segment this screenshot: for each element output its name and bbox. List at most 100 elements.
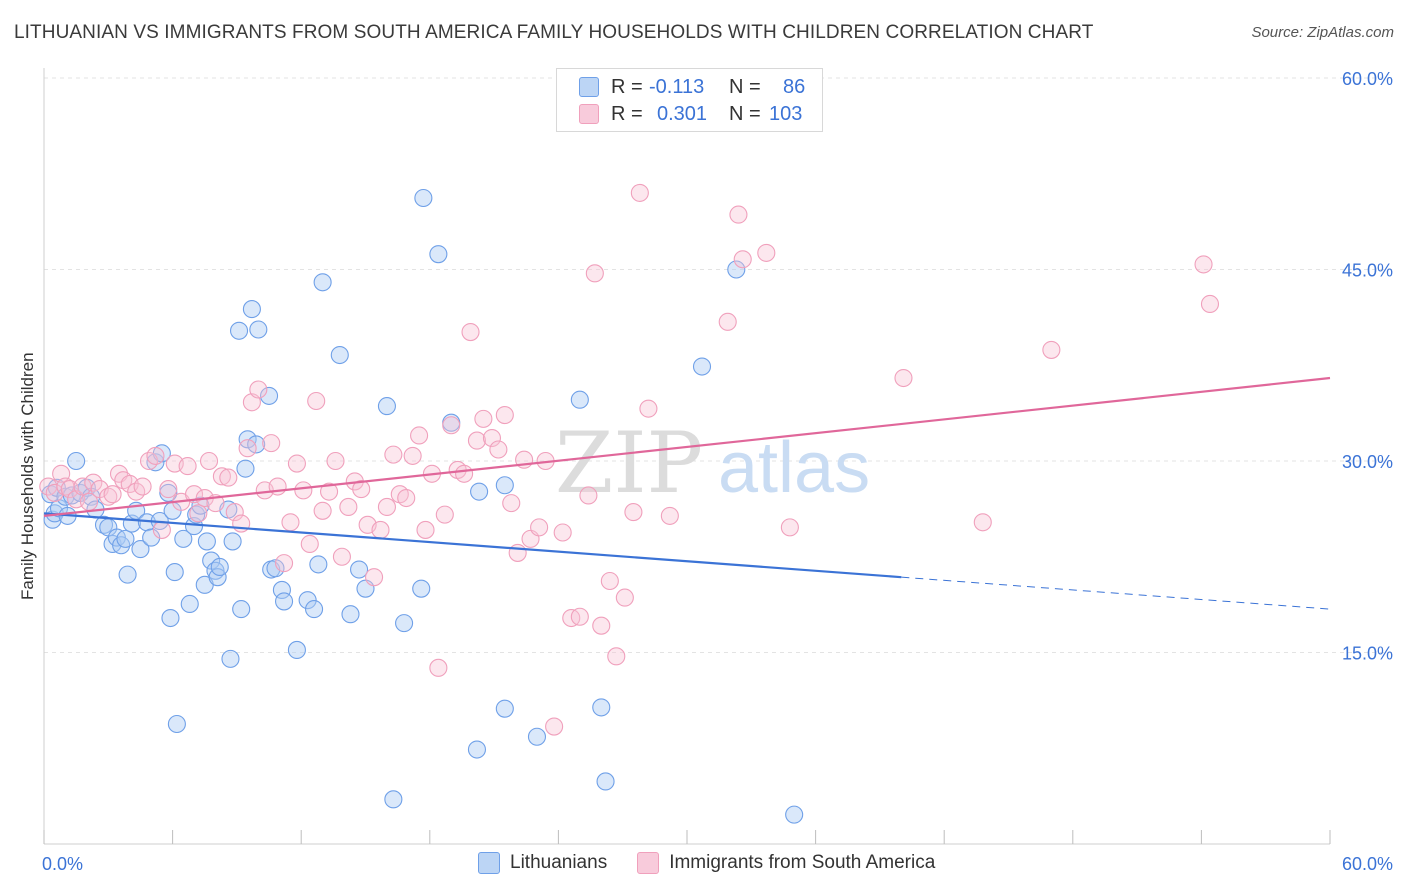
trend-line-lithuanians bbox=[43, 512, 902, 579]
point-lithuanians bbox=[275, 592, 294, 611]
point-immigrants bbox=[455, 464, 474, 483]
point-immigrants bbox=[894, 368, 913, 388]
point-lithuanians bbox=[146, 453, 165, 472]
point-immigrants bbox=[307, 391, 326, 411]
point-immigrants bbox=[1200, 294, 1220, 314]
point-lithuanians bbox=[592, 698, 611, 717]
point-lithuanians bbox=[247, 435, 266, 454]
y-tick-label: 60.0% bbox=[1342, 69, 1393, 89]
point-lithuanians bbox=[470, 482, 489, 501]
point-immigrants bbox=[159, 480, 178, 499]
point-lithuanians bbox=[180, 594, 199, 614]
point-immigrants bbox=[294, 481, 313, 500]
point-lithuanians bbox=[249, 320, 268, 339]
watermark-zip: ZIP bbox=[555, 414, 703, 512]
legend-item-lithuanians[interactable]: Lithuanians bbox=[478, 852, 607, 874]
point-immigrants bbox=[320, 482, 339, 501]
point-lithuanians bbox=[313, 273, 332, 292]
gridlines bbox=[44, 77, 1395, 653]
point-immigrants bbox=[508, 543, 527, 562]
point-lithuanians bbox=[221, 649, 240, 668]
point-immigrants bbox=[225, 503, 244, 522]
point-immigrants bbox=[729, 205, 748, 224]
point-lithuanians bbox=[266, 559, 285, 578]
legend-swatch-pink bbox=[637, 852, 660, 874]
point-lithuanians bbox=[692, 357, 712, 376]
point-lithuanians bbox=[210, 557, 229, 577]
point-lithuanians bbox=[229, 321, 249, 340]
point-lithuanians bbox=[305, 600, 324, 619]
point-immigrants bbox=[780, 518, 799, 537]
point-lithuanians bbox=[330, 345, 349, 365]
point-immigrants bbox=[570, 607, 589, 626]
point-immigrants bbox=[326, 451, 345, 471]
point-immigrants bbox=[384, 445, 403, 464]
legend-item-immigrants[interactable]: Immigrants from South America bbox=[637, 852, 935, 874]
point-immigrants bbox=[133, 477, 152, 496]
point-lithuanians bbox=[242, 300, 261, 319]
point-immigrants bbox=[585, 264, 604, 283]
point-immigrants bbox=[287, 454, 306, 473]
point-immigrants bbox=[45, 483, 64, 502]
point-lithuanians bbox=[495, 699, 514, 718]
point-immigrants bbox=[429, 658, 448, 677]
stats-n-value: 103 bbox=[769, 102, 803, 125]
point-lithuanians bbox=[727, 260, 746, 279]
point-immigrants bbox=[502, 494, 521, 513]
point-immigrants bbox=[973, 513, 992, 532]
point-immigrants bbox=[757, 243, 776, 262]
point-immigrants bbox=[639, 399, 658, 418]
watermark: ZIP atlas bbox=[555, 414, 870, 512]
point-immigrants bbox=[600, 571, 619, 591]
point-immigrants bbox=[300, 534, 319, 554]
point-lithuanians bbox=[350, 560, 369, 579]
point-lithuanians bbox=[414, 188, 433, 208]
point-immigrants bbox=[249, 380, 268, 399]
x-tick-label: 60.0% bbox=[1342, 854, 1393, 874]
point-immigrants bbox=[442, 416, 461, 435]
tick-labels: 15.0% 30.0% 45.0% 60.0% 0.0% 60.0% bbox=[42, 69, 1393, 874]
stats-swatch-pink bbox=[579, 104, 599, 124]
point-lithuanians bbox=[429, 245, 448, 264]
point-immigrants bbox=[397, 488, 416, 508]
point-lithuanians bbox=[236, 459, 255, 478]
point-lithuanians bbox=[298, 591, 317, 610]
point-immigrants bbox=[1194, 255, 1213, 274]
stats-r-value: 0.301 bbox=[657, 102, 708, 125]
y-tick-label: 15.0% bbox=[1342, 644, 1393, 664]
point-immigrants bbox=[377, 497, 396, 517]
point-immigrants bbox=[275, 554, 294, 573]
point-lithuanians bbox=[272, 580, 291, 599]
point-immigrants bbox=[152, 520, 171, 539]
point-immigrants bbox=[474, 409, 493, 428]
point-immigrants bbox=[410, 426, 429, 445]
watermark-atlas: atlas bbox=[718, 428, 870, 508]
point-immigrants bbox=[718, 312, 737, 331]
point-lithuanians bbox=[232, 600, 251, 619]
point-immigrants bbox=[339, 497, 358, 517]
point-lithuanians bbox=[67, 451, 86, 471]
point-lithuanians bbox=[596, 772, 615, 791]
point-immigrants bbox=[461, 323, 480, 342]
point-immigrants bbox=[189, 504, 208, 523]
legend-swatch-blue bbox=[478, 852, 500, 874]
point-lithuanians bbox=[785, 805, 804, 824]
point-immigrants bbox=[630, 183, 649, 202]
point-immigrants bbox=[238, 439, 257, 458]
stats-swatch-blue bbox=[579, 77, 599, 97]
point-immigrants bbox=[733, 250, 752, 269]
stats-r-label: R = bbox=[611, 102, 643, 125]
point-immigrants bbox=[467, 431, 487, 450]
y-axis-label: Family Households with Children bbox=[18, 352, 37, 600]
point-lithuanians bbox=[384, 790, 403, 809]
point-lithuanians bbox=[412, 579, 431, 598]
point-lithuanians bbox=[341, 605, 360, 624]
point-lithuanians bbox=[395, 614, 414, 633]
point-immigrants bbox=[212, 467, 231, 486]
point-immigrants bbox=[146, 446, 165, 465]
point-immigrants bbox=[579, 486, 598, 505]
trend-line-lithuanians-dashed bbox=[901, 576, 1331, 610]
stats-r-value: -0.113 bbox=[649, 75, 705, 98]
point-lithuanians bbox=[165, 563, 184, 582]
